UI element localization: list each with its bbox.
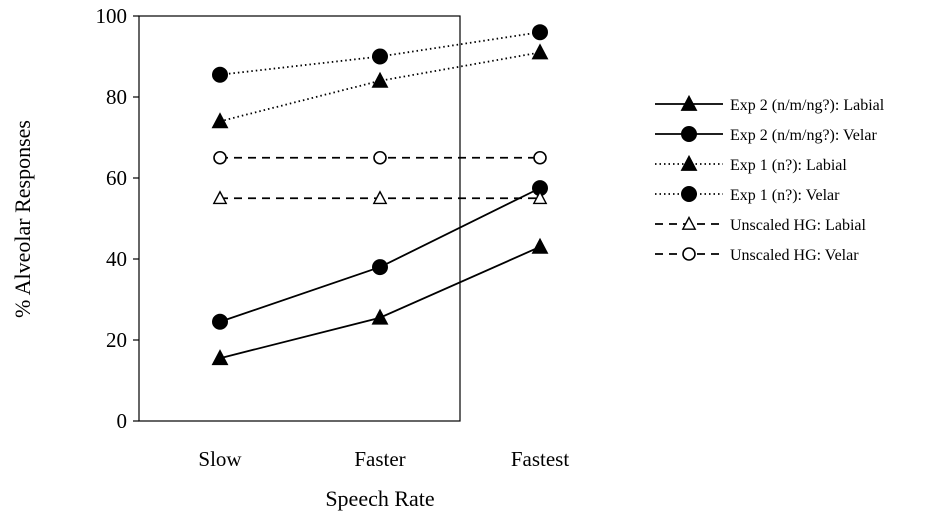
- data-point: [371, 71, 389, 88]
- legend-marker: [681, 126, 697, 142]
- y-axis-title: % Alveolar Responses: [10, 120, 35, 318]
- data-point: [533, 150, 547, 165]
- legend-item: Exp 1 (n?): Labial: [655, 154, 847, 174]
- legend-marker: [681, 216, 697, 230]
- legend-marker: [680, 94, 698, 111]
- data-point: [531, 43, 549, 60]
- series-0: [211, 237, 549, 366]
- data-point: [212, 190, 228, 205]
- plot-area: [138, 15, 461, 422]
- legend: Exp 2 (n/m/ng?): Labial Exp 2 (n/m/ng?): …: [655, 94, 885, 264]
- legend-label: Exp 2 (n/m/ng?): Labial: [730, 97, 885, 114]
- x-axis: Slow Faster Fastest: [198, 447, 569, 471]
- legend-item: Exp 2 (n/m/ng?): Velar: [655, 126, 877, 144]
- y-tick-label: 0: [117, 409, 128, 433]
- y-axis: 0 20 40 60 80 100: [96, 4, 139, 433]
- series-2: [211, 43, 549, 129]
- y-tick-label: 60: [106, 166, 127, 190]
- series-3: [212, 24, 548, 83]
- x-axis-title: Speech Rate: [325, 486, 434, 511]
- y-tick-label: 40: [106, 247, 127, 271]
- y-tick-label: 100: [96, 4, 128, 28]
- legend-item: Unscaled HG: Labial: [655, 216, 867, 234]
- data-point: [372, 190, 388, 205]
- data-point: [372, 259, 388, 276]
- x-tick-label: Faster: [354, 447, 405, 471]
- legend-label: Exp 2 (n/m/ng?): Velar: [730, 127, 877, 144]
- legend-item: Exp 1 (n?): Velar: [655, 186, 840, 204]
- legend-label: Unscaled HG: Velar: [730, 247, 859, 264]
- data-point: [211, 349, 229, 366]
- data-point: [212, 313, 228, 330]
- legend-item: Unscaled HG: Velar: [655, 247, 859, 264]
- data-point: [371, 308, 389, 325]
- legend-item: Exp 2 (n/m/ng?): Labial: [655, 94, 885, 114]
- data-point: [532, 190, 548, 205]
- y-tick-label: 80: [106, 85, 127, 109]
- data-point: [212, 66, 228, 83]
- data-point: [373, 150, 387, 165]
- data-point: [531, 237, 549, 254]
- series-5: [213, 150, 547, 165]
- x-tick-label: Slow: [198, 447, 242, 471]
- series-layer: [211, 24, 549, 366]
- data-point: [213, 150, 227, 165]
- data-point: [372, 48, 388, 65]
- legend-label: Exp 1 (n?): Labial: [730, 157, 847, 174]
- legend-label: Unscaled HG: Labial: [730, 217, 867, 234]
- data-point: [532, 24, 548, 41]
- data-point: [211, 112, 229, 129]
- legend-marker: [681, 186, 697, 202]
- series-4: [212, 190, 548, 205]
- y-tick-label: 20: [106, 328, 127, 352]
- legend-label: Exp 1 (n?): Velar: [730, 187, 840, 204]
- series-line: [219, 51, 541, 123]
- legend-marker: [680, 154, 698, 171]
- x-tick-label: Fastest: [511, 447, 570, 471]
- legend-marker: [682, 247, 696, 261]
